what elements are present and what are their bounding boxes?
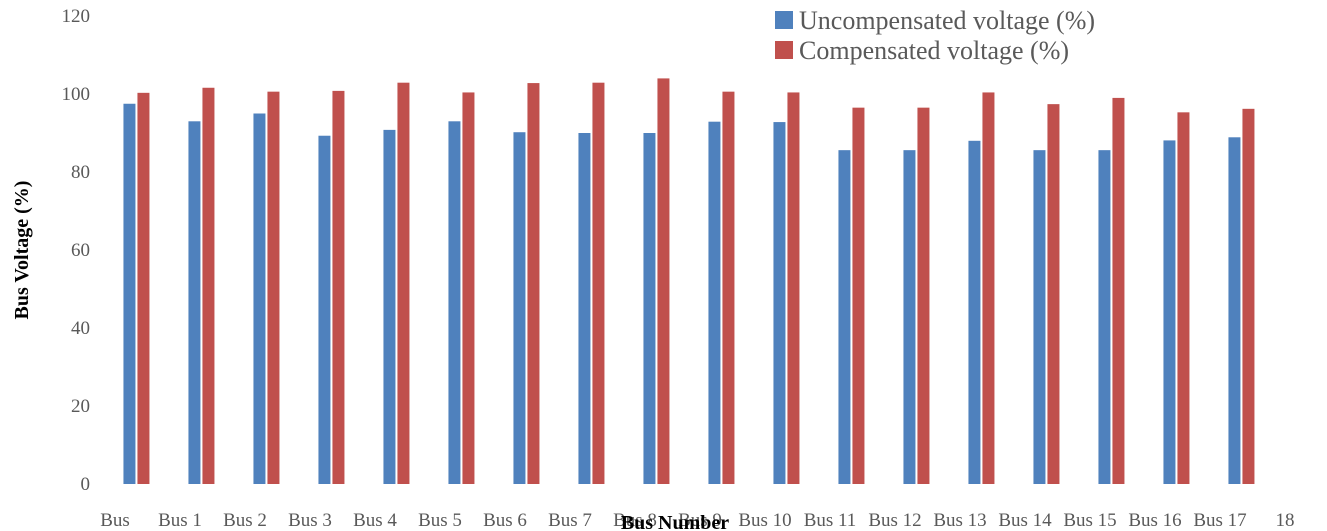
uncompensated-bar — [838, 150, 851, 484]
legend-swatch — [775, 41, 793, 59]
uncompensated-bar — [773, 122, 786, 484]
compensated-bar — [982, 92, 995, 484]
y-tick-label: 120 — [62, 6, 91, 27]
y-axis-title: Bus Voltage (%) — [11, 181, 33, 320]
compensated-bar — [462, 92, 475, 484]
uncompensated-bar — [383, 129, 396, 484]
x-tick-label: Bus 9 — [678, 510, 722, 531]
y-tick-label: 20 — [71, 396, 90, 417]
legend: Uncompensated voltage (%)Compensated vol… — [775, 6, 1095, 65]
compensated-bar — [722, 91, 735, 484]
y-tick-label: 0 — [81, 474, 91, 495]
legend-swatch — [775, 11, 793, 29]
uncompensated-bar — [578, 133, 591, 484]
uncompensated-bar — [708, 121, 721, 484]
y-tick-label: 100 — [62, 84, 91, 105]
x-tick-label: Bus 5 — [418, 510, 462, 531]
x-tick-label-end: 18 — [1276, 510, 1295, 531]
uncompensated-bar — [513, 132, 526, 484]
compensated-bar — [332, 90, 345, 484]
x-axis-ticks: Bus Bus 1 Bus 2 Bus 3 Bus 4 Bus 5 Bus 6 Bus 7 Bu… — [100, 510, 1294, 531]
x-tick-label: Bus 7 — [548, 510, 592, 531]
y-tick-label: 40 — [71, 318, 90, 339]
x-tick-label: Bus 8 — [613, 510, 657, 531]
compensated-bar — [1047, 104, 1060, 484]
compensated-bar — [267, 91, 280, 484]
x-tick-label: Bus 4 — [353, 510, 397, 531]
uncompensated-bar — [1163, 140, 1176, 484]
x-tick-label: Bus 3 — [288, 510, 332, 531]
compensated-bar — [592, 82, 605, 484]
x-tick-label: Bus 6 — [483, 510, 527, 531]
compensated-bar — [1177, 112, 1190, 484]
compensated-bar — [787, 92, 800, 484]
uncompensated-bar — [123, 103, 136, 484]
compensated-bar — [137, 92, 150, 484]
uncompensated-bar — [318, 135, 331, 485]
uncompensated-bar — [968, 140, 981, 485]
uncompensated-bar — [448, 121, 461, 485]
bar-series — [123, 78, 1255, 485]
y-tick-label: 60 — [71, 240, 90, 261]
y-tick-label: 80 — [71, 162, 90, 183]
uncompensated-bar — [1033, 150, 1046, 484]
compensated-bar — [202, 87, 215, 484]
compensated-bar — [527, 83, 540, 484]
x-axis-title: Bus Number — [621, 512, 729, 531]
x-tick-label: Bus 2 — [223, 510, 267, 531]
legend-label: Uncompensated voltage (%) — [799, 6, 1095, 35]
compensated-bar — [1112, 97, 1125, 485]
compensated-bar — [1242, 108, 1255, 484]
x-tick-label: Bus 14 — [998, 510, 1052, 531]
x-tick-label: Bus 10 — [738, 510, 791, 531]
y-axis-ticks: 0 20 40 60 80 100 120 — [62, 6, 91, 495]
compensated-bar — [397, 82, 410, 484]
compensated-bar — [852, 107, 865, 485]
uncompensated-bar — [1228, 137, 1241, 485]
uncompensated-bar — [188, 121, 201, 485]
x-tick-label: Bus 17 — [1193, 510, 1246, 531]
x-tick-label: Bus 12 — [868, 510, 921, 531]
uncompensated-bar — [903, 150, 916, 484]
x-tick-label: Bus 15 — [1063, 510, 1116, 531]
legend-label: Compensated voltage (%) — [799, 36, 1069, 65]
x-tick-label: Bus 16 — [1128, 510, 1181, 531]
x-tick-label: Bus 13 — [933, 510, 986, 531]
uncompensated-bar — [1098, 150, 1111, 484]
uncompensated-bar — [643, 133, 656, 484]
uncompensated-bar — [253, 113, 266, 484]
x-tick-label: Bus 11 — [804, 510, 857, 531]
x-tick-label: Bus 1 — [158, 510, 202, 531]
compensated-bar — [657, 78, 670, 485]
x-tick-label: Bus — [100, 510, 130, 531]
compensated-bar — [917, 107, 930, 485]
